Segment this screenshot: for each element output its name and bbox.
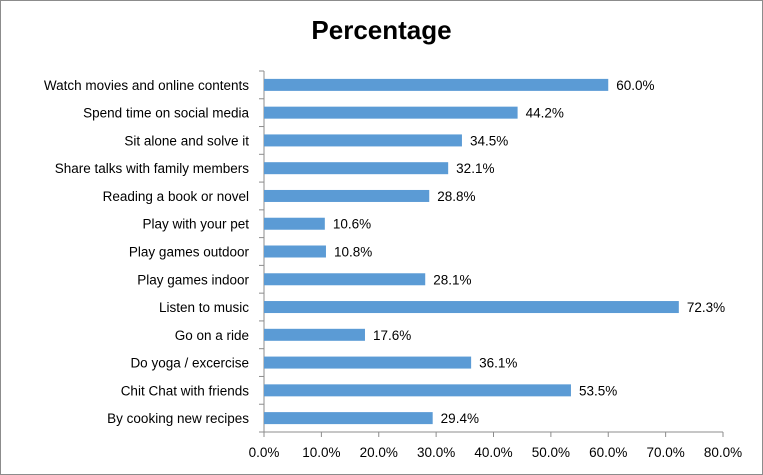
data-label: 44.2% [526,106,564,121]
data-label: 10.8% [334,245,372,260]
category-label: Spend time on social media [83,106,249,121]
category-label: Sit alone and solve it [124,133,249,148]
category-label: By cooking new recipes [107,411,249,426]
x-tick-label: 20.0% [360,445,398,460]
data-label: 72.3% [687,300,725,315]
category-label: Reading a book or novel [103,189,249,204]
category-label: Listen to music [159,300,249,315]
data-label: 32.1% [456,161,494,176]
category-label: Play games outdoor [129,245,250,260]
x-tick-label: 50.0% [532,445,570,460]
data-label: 36.1% [479,356,517,371]
data-label: 28.1% [433,272,471,287]
bar [264,412,433,425]
bar [264,162,449,175]
x-tick-label: 10.0% [302,445,340,460]
x-tick-label: 40.0% [474,445,512,460]
bar [264,245,326,258]
bar [264,106,518,119]
bar [264,384,571,397]
bar [264,273,426,286]
data-label: 34.5% [470,133,508,148]
category-label: Watch movies and online contents [44,78,249,93]
bar [264,217,325,230]
bar [264,328,365,341]
bar [264,189,430,202]
category-label: Play with your pet [142,217,249,232]
category-label: Go on a ride [175,328,249,343]
x-tick-label: 60.0% [589,445,627,460]
data-label: 53.5% [579,383,617,398]
bar [264,78,609,91]
category-label: Chit Chat with friends [121,383,250,398]
bar [264,301,679,314]
x-tick-label: 70.0% [646,445,684,460]
x-tick-label: 30.0% [417,445,455,460]
data-label: 17.6% [373,328,411,343]
x-tick-label: 0.0% [249,445,280,460]
data-label: 28.8% [437,189,475,204]
data-label: 60.0% [616,78,654,93]
bar [264,134,462,147]
category-label: Play games indoor [137,272,249,287]
x-tick-label: 80.0% [704,445,742,460]
category-label: Share talks with family members [55,161,250,176]
category-label: Do yoga / excercise [130,356,249,371]
bar [264,356,472,369]
data-label: 29.4% [441,411,479,426]
data-label: 10.6% [333,217,371,232]
chart-title: Percentage [311,15,452,45]
